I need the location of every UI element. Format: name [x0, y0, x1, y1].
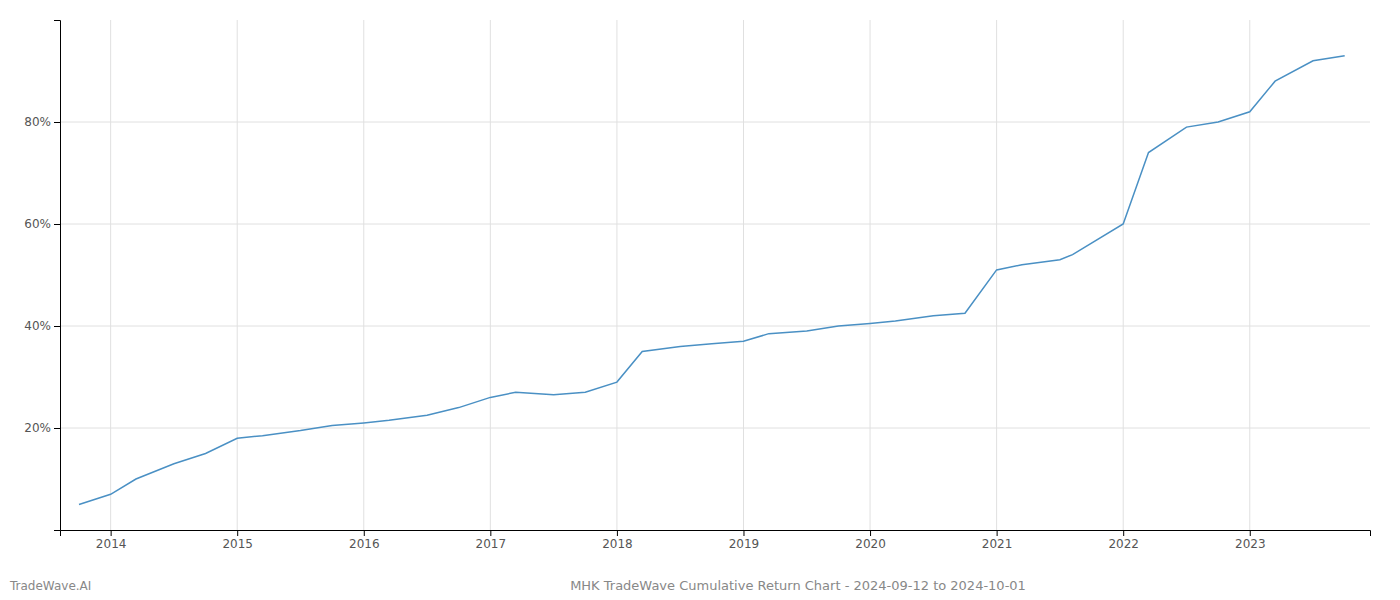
tick: 80%: [24, 115, 60, 129]
grid-line: [110, 20, 111, 530]
tick-label: 2016: [349, 537, 380, 551]
tick-mark: [997, 530, 998, 536]
tick-label: 40%: [24, 319, 51, 333]
plot-area: [79, 56, 1345, 505]
tick-mark: [237, 530, 238, 536]
grid-line: [237, 20, 238, 530]
tick-label: 60%: [24, 217, 51, 231]
title: MHK TradeWave Cumulative Return Chart - …: [570, 578, 1026, 593]
tick: 2014: [96, 530, 127, 551]
grid-line: [490, 20, 491, 530]
tick: 2022: [1108, 530, 1139, 551]
tick-mark: [54, 428, 60, 429]
axis-line: [61, 531, 1371, 537]
grid-line: [616, 20, 617, 530]
tick-label: 2020: [855, 537, 886, 551]
chart: 2014 2015 2016 2017 2018 2019 2020 2021 2022 2023…: [0, 0, 1400, 600]
tick: 2023: [1235, 530, 1266, 551]
tick-label: 2014: [96, 537, 127, 551]
tick-mark: [54, 224, 60, 225]
tick-mark: [743, 530, 744, 536]
tick-mark: [54, 122, 60, 123]
tick: 2020: [855, 530, 886, 551]
grid-line: [996, 20, 997, 530]
tick-mark: [1123, 530, 1124, 536]
tick-mark: [111, 530, 112, 536]
y-axis: 20% 40% 60% 80%: [24, 21, 60, 531]
tick-label: 2015: [222, 537, 253, 551]
tick-label: 2022: [1108, 537, 1139, 551]
tick-label: 80%: [24, 115, 51, 129]
tick-label: 2018: [602, 537, 633, 551]
line: [79, 56, 1345, 505]
watermark: TradeWave.AI: [9, 579, 91, 593]
x-axis: 2014 2015 2016 2017 2018 2019 2020 2021 2022 2023: [61, 530, 1371, 551]
grid-line: [743, 20, 744, 530]
grid-line: [1123, 20, 1124, 530]
grid-line: [870, 20, 871, 530]
tick-label: 2021: [982, 537, 1013, 551]
tick-mark: [617, 530, 618, 536]
axis-line: [54, 21, 61, 531]
tick-mark: [490, 530, 491, 536]
tick-label: 2017: [476, 537, 507, 551]
tick: 40%: [24, 319, 60, 333]
tick-label: 20%: [24, 421, 51, 435]
tick-label: 2023: [1235, 537, 1266, 551]
tick: 2016: [349, 530, 380, 551]
tick: 20%: [24, 421, 60, 435]
tick: 2019: [729, 530, 760, 551]
grid-line: [60, 224, 1370, 225]
tick-mark: [870, 530, 871, 536]
tick-mark: [54, 326, 60, 327]
grid-line: [60, 122, 1370, 123]
tick-mark: [1250, 530, 1251, 536]
grid-line: [1249, 20, 1250, 530]
grid-line: [60, 428, 1370, 429]
tick: 2017: [476, 530, 507, 551]
grid-line: [363, 20, 364, 530]
tick-label: 2019: [729, 537, 760, 551]
tick: 60%: [24, 217, 60, 231]
tick: 2015: [222, 530, 253, 551]
tick: 2018: [602, 530, 633, 551]
tick: 2021: [982, 530, 1013, 551]
grid: [60, 20, 1370, 530]
tick-mark: [364, 530, 365, 536]
grid-line: [60, 326, 1370, 327]
